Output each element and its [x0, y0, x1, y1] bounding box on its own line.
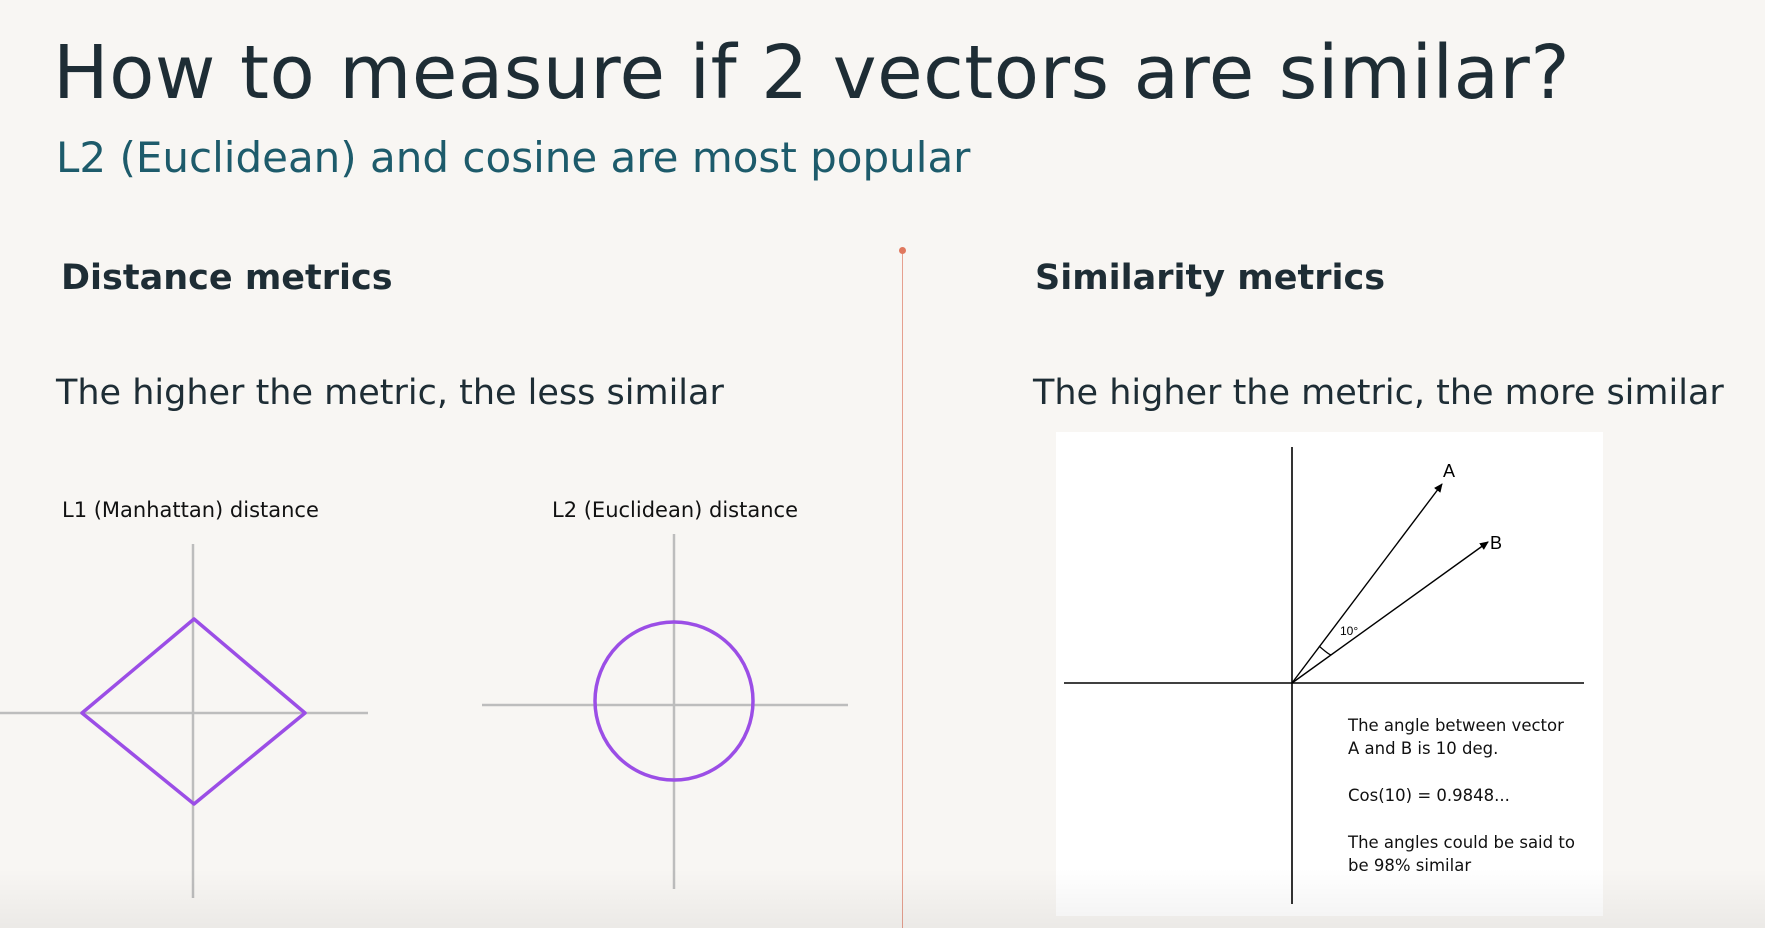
distance-metrics-description: The higher the metric, the less similar [56, 373, 724, 413]
slide-title: How to measure if 2 vectors are similar? [53, 30, 1571, 116]
l1-diamond-diagram [0, 544, 368, 898]
cosine-note-angle: The angle between vector A and B is 10 d… [1348, 714, 1564, 760]
slide-subtitle: L2 (Euclidean) and cosine are most popul… [56, 133, 971, 182]
l2-circle-shape [593, 620, 755, 782]
distance-metrics-heading: Distance metrics [61, 258, 393, 298]
divider-dot [899, 247, 906, 254]
cosine-note-similarity-line-2: be 98% similar [1348, 856, 1472, 875]
cosine-diagram: A B 10° [1064, 447, 1584, 904]
vector-b-arrow [1291, 541, 1489, 684]
angle-arc [1318, 645, 1332, 656]
cosine-note-angle-line-1: The angle between vector [1348, 716, 1564, 735]
cosine-note-similarity: The angles could be said to be 98% simil… [1348, 831, 1575, 877]
angle-label: 10° [1340, 624, 1358, 638]
similarity-metrics-description: The higher the metric, the more similar [1033, 373, 1724, 413]
l1-diamond-shape [80, 617, 307, 806]
l2-distance-label: L2 (Euclidean) distance [552, 498, 799, 522]
similarity-metrics-heading: Similarity metrics [1035, 258, 1386, 298]
section-divider [902, 250, 903, 928]
vector-a-label: A [1443, 461, 1455, 481]
l2-circle-diagram [482, 534, 848, 889]
cosine-note-angle-line-2: A and B is 10 deg. [1348, 739, 1499, 758]
cosine-diagram-panel: A B 10° [1056, 432, 1603, 916]
vector-b-label: B [1490, 533, 1502, 553]
cosine-note-similarity-line-1: The angles could be said to [1348, 833, 1575, 852]
cosine-note-value: Cos(10) = 0.9848... [1348, 784, 1510, 807]
vector-a-arrow [1291, 483, 1443, 684]
l1-distance-label: L1 (Manhattan) distance [62, 498, 319, 522]
cosine-note-value-line: Cos(10) = 0.9848... [1348, 786, 1510, 805]
